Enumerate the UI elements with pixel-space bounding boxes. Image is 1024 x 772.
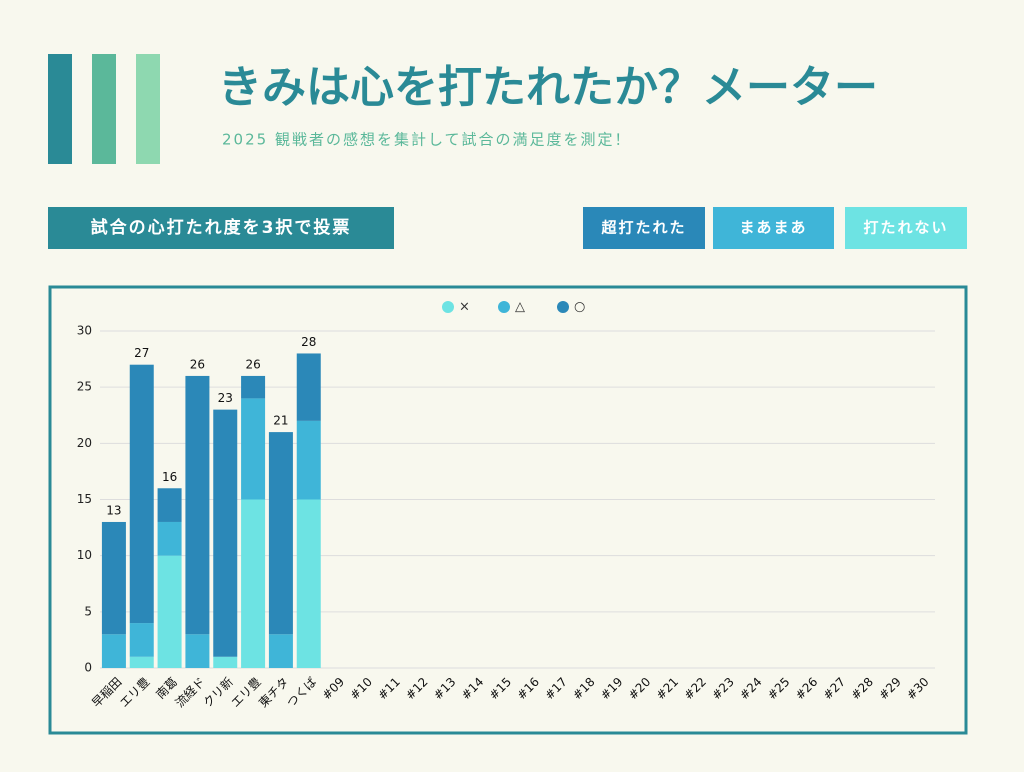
bar-segment [101,634,126,668]
bar-segment [296,499,321,668]
x-tick-label: #11 [375,675,403,703]
x-tick-label: クリ新 [200,674,236,710]
x-tick-label: #23 [709,675,737,703]
total-label: 16 [162,470,177,484]
bar-segment [157,555,182,668]
total-label: 21 [273,414,288,428]
x-tick-label: 流経ド [173,675,208,710]
vote-label: 試合の心打たれ度を3択で投票 [91,217,352,238]
bar-segment [101,521,126,635]
bar-segment [268,432,293,635]
deco-bar [92,54,116,164]
x-tick-label: #16 [514,675,542,703]
vote-button[interactable] [713,207,834,249]
title: きみは心を打たれたか？メーター [218,62,878,113]
legend-swatch [442,301,454,313]
legend-label: △ [515,300,525,315]
total-label: 13 [106,503,121,517]
y-tick-label: 25 [77,380,92,394]
bar-segment [268,634,293,668]
vote-button[interactable] [845,207,967,249]
x-tick-label: #19 [598,675,626,703]
total-label: 27 [134,346,149,360]
deco-bar [136,54,160,164]
total-label: 26 [245,357,260,371]
x-tick-label: 東チタ [256,675,291,710]
chart-frame [48,285,968,735]
y-tick-label: 0 [84,661,92,675]
legend-label: × [459,300,470,315]
x-tick-label: 早稲田 [89,675,124,710]
x-tick-label: #30 [904,675,932,703]
y-tick-label: 15 [77,492,92,506]
x-tick-label: エリ豊 [117,675,152,710]
total-label: 28 [301,335,316,349]
x-tick-label: エリ豊 [228,675,263,710]
x-tick-label: #26 [793,675,821,703]
bar-segment [213,409,238,657]
x-tick-label: #20 [626,675,654,703]
x-tick-label: #18 [570,675,598,703]
x-tick-label: #29 [876,675,904,703]
bar-segment [157,521,182,556]
x-tick-label: #25 [765,675,793,703]
vote-button-label[interactable]: 超打たれた [600,219,686,237]
y-tick-label: 10 [77,548,92,562]
deco-bar [48,54,72,164]
bar-segment [241,398,266,500]
legend-swatch [557,301,569,313]
bar-segment [185,634,210,668]
x-tick-label: #24 [737,675,765,703]
y-tick-label: 20 [77,436,92,450]
subtitle: 2025 観戦者の感想を集計して試合の満足度を測定！ [222,131,632,149]
x-tick-label: #17 [542,675,570,703]
x-tick-label: #28 [848,675,876,703]
bar-segment [129,656,154,668]
x-tick-label: #10 [347,675,375,703]
bar-segment [129,623,154,657]
x-tick-label: つくば [284,675,319,710]
bar-segment [129,364,154,624]
y-tick-label: 30 [77,324,92,338]
vote-button-label[interactable]: まあまあ [739,219,807,237]
bar-segment [185,375,210,635]
x-tick-label: #12 [403,675,431,703]
bar-segment [213,656,238,668]
x-tick-label: #21 [653,675,681,703]
bar-segment [241,499,266,668]
y-tick-label: 5 [84,604,92,618]
legend-swatch [498,301,510,313]
vote-button-label[interactable]: 打たれない [863,219,948,237]
bar-segment [241,375,266,399]
total-label: 26 [190,357,205,371]
bar-segment [296,420,321,500]
total-label: 23 [218,391,233,405]
bar-segment [157,488,182,522]
x-tick-label: #22 [681,675,709,703]
x-tick-label: #14 [459,675,487,703]
x-tick-label: #27 [820,675,848,703]
bar-segment [296,353,321,421]
x-tick-label: #09 [319,675,347,703]
vote-button[interactable] [583,207,705,249]
legend-label: ○ [574,300,585,315]
vote-label-box [48,207,394,249]
x-tick-label: #15 [486,675,514,703]
x-tick-label: #13 [431,675,459,703]
